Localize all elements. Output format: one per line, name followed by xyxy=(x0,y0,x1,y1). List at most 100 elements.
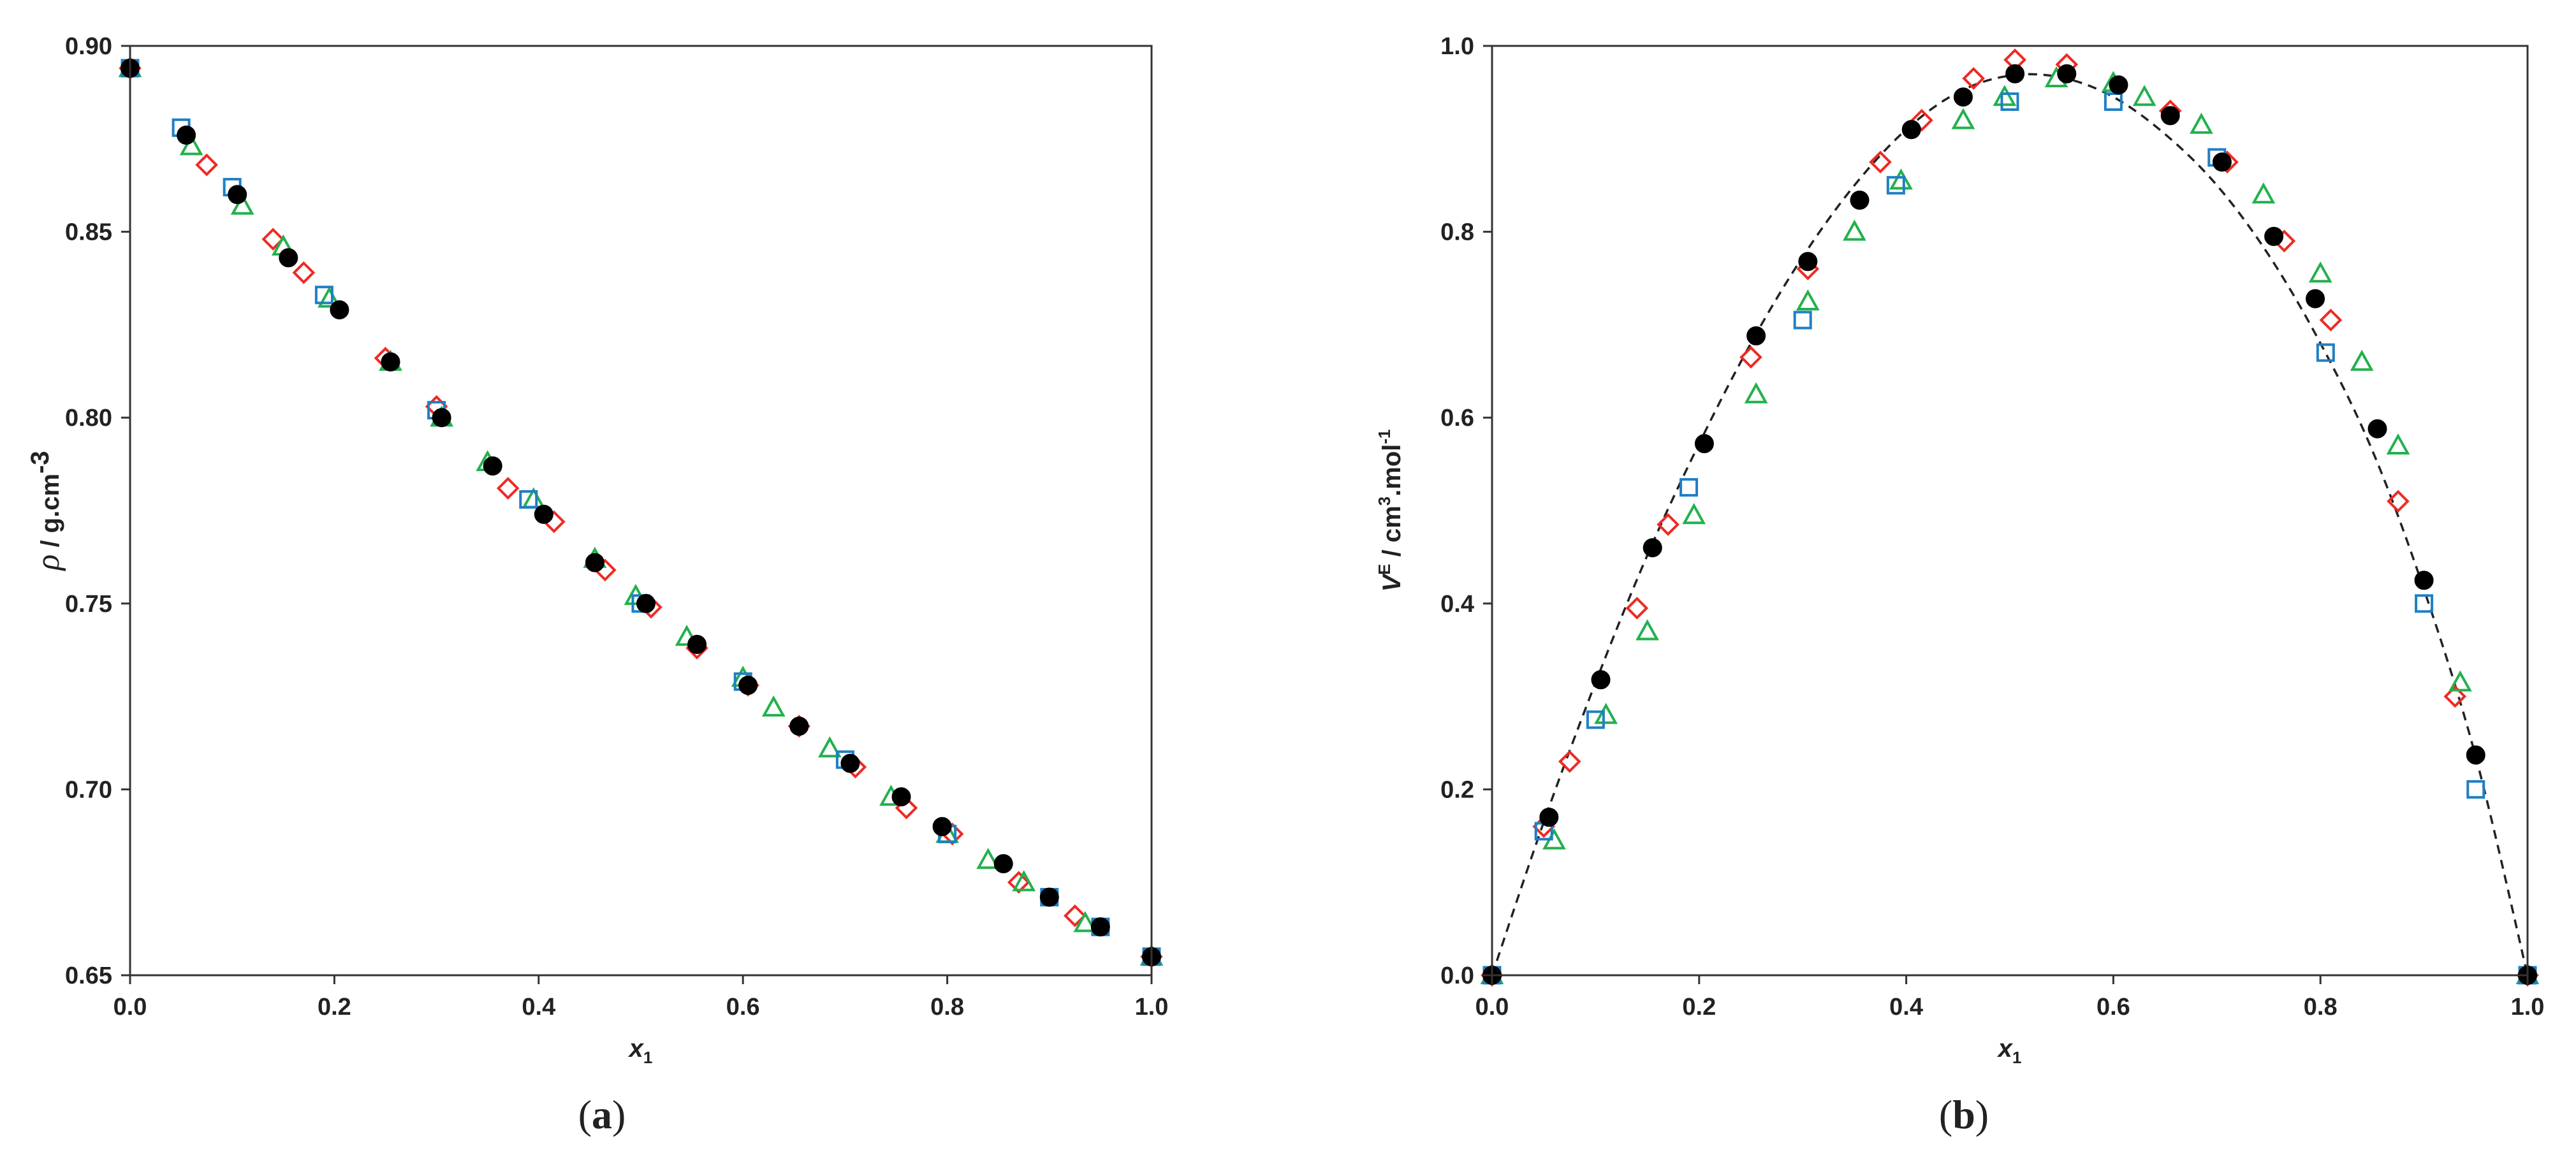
panel-b-square-point-7 xyxy=(2104,92,2123,111)
panel-b-diamond-point-15 xyxy=(2319,309,2343,331)
panel-b-circle-point-19 xyxy=(2466,745,2485,765)
panel-a-diamond-point-16 xyxy=(1007,871,1030,894)
panel-b-circle-point-9 xyxy=(1953,87,1973,107)
panel-b-triangle-point-4 xyxy=(1682,503,1706,525)
panel-a-x-tick-label-1: 0.2 xyxy=(318,994,351,1021)
panel-a-circle-point-18 xyxy=(1039,887,1059,907)
panel-a-circle-point-2 xyxy=(228,185,247,205)
panel-b-triangle-point-18 xyxy=(2386,433,2410,454)
panel-a-diamond-point-17 xyxy=(1064,904,1087,927)
panel-a-y-tick-label-5: 0.90 xyxy=(65,33,112,60)
panel-b-circle-point-12 xyxy=(2109,75,2128,95)
panel-a-triangle-point-1 xyxy=(179,134,203,156)
panel-a-triangle-point-2 xyxy=(230,193,254,215)
panel-a-x-tick-label-0: 0.0 xyxy=(113,994,147,1021)
panel-a-diamond-point-2 xyxy=(261,228,285,251)
panel-b-y-axis-label-sup-neg1: -1 xyxy=(1375,429,1394,444)
panel-b-circle-point-17 xyxy=(2367,419,2387,439)
panel-b-diamond-point-2 xyxy=(1558,750,1581,773)
panel-b-caption-letter: b xyxy=(1952,1092,1975,1137)
panel-b-plot-frame xyxy=(1491,45,2529,977)
panel-b-x-tick-label-1: 0.2 xyxy=(1682,994,1716,1021)
panel-a-circle-point-1 xyxy=(177,125,196,145)
panel-a-ticks: 0.0 0.2 0.4 0.6 0.8 1.0 0.65 0.70 0.75 0.80 0.85 0.… xyxy=(65,33,1168,1021)
panel-b-series-circle xyxy=(1482,64,2537,985)
panel-b-triangle-point-14 xyxy=(2190,112,2213,134)
panel-a: 0.0 0.2 0.4 0.6 0.8 1.0 0.65 0.70 0.75 0.80 0.85 0.… xyxy=(26,33,1168,1137)
panel-b-circle-point-4 xyxy=(1694,434,1714,454)
panel-b-y-tick-label-1: 0.2 xyxy=(1440,776,1474,803)
panel-a-plot-frame xyxy=(129,45,1153,977)
panel-b-square-point-6 xyxy=(2000,92,2019,111)
panel-a-y-tick-label-4: 0.85 xyxy=(65,219,112,246)
panel-b-y-axis-label-unit-a: / cm xyxy=(1378,505,1406,563)
panel-b-y-axis-label-symbol: V xyxy=(1378,573,1406,592)
panel-a-diamond-point-1 xyxy=(195,153,218,177)
panel-b-circle-point-10 xyxy=(2005,64,2025,84)
panel-b-diamond-point-7 xyxy=(1869,150,1892,174)
panel-a-circle-point-14 xyxy=(840,753,860,773)
panel-b-circle-point-11 xyxy=(2057,64,2077,84)
panel-b-fit-curve xyxy=(1491,73,2529,976)
panel-a-x-tick-label-4: 0.8 xyxy=(930,994,964,1021)
panel-a-circle-point-8 xyxy=(534,504,553,524)
panel-a-triangle-point-17 xyxy=(976,848,1000,869)
panel-a-marks xyxy=(118,55,1164,968)
panel-b-circle-point-3 xyxy=(1643,538,1662,558)
panel-a-square-point-3 xyxy=(314,286,333,305)
panel-b-square-point-2 xyxy=(1586,710,1605,729)
panel-b-y-axis-label-sup-3: 3 xyxy=(1375,497,1394,505)
panel-b-triangle-point-10 xyxy=(1993,85,2017,106)
panel-b-square-point-4 xyxy=(1793,310,1812,330)
panel-b-diamond-point-5 xyxy=(1739,345,1762,369)
panel-b-triangle-point-6 xyxy=(1796,289,1820,310)
panel-b-x-tick-label-4: 0.8 xyxy=(2304,994,2338,1021)
panel-b-circle-point-1 xyxy=(1539,808,1559,827)
panel-a-caption-letter: a xyxy=(592,1092,612,1137)
panel-a-y-axis-label-sup: -3 xyxy=(26,451,54,474)
panel-a-caption: (a) xyxy=(578,1092,626,1137)
panel-a-triangle-point-13 xyxy=(761,695,786,717)
panel-a-diamond-point-3 xyxy=(292,261,316,284)
panel-a-circle-point-12 xyxy=(738,676,758,695)
panel-a-triangle-point-14 xyxy=(817,736,842,758)
panel-b-x-tick-label-2: 0.4 xyxy=(1889,994,1923,1021)
panel-a-circle-point-19 xyxy=(1090,917,1110,937)
panel-a-y-tick-label-3: 0.80 xyxy=(65,405,112,432)
panel-a-x-axis-label: x1 xyxy=(628,1035,653,1067)
panel-b-diamond-point-16 xyxy=(2387,490,2410,513)
panel-b-circle-point-18 xyxy=(2414,570,2434,590)
panel-b-y-axis-label-unit-b: .mol xyxy=(1378,444,1406,497)
panel-b-y-axis-label: VE / cm3.mol-1 xyxy=(1375,429,1406,592)
panel-b-y-tick-label-0: 0.0 xyxy=(1440,962,1474,989)
panel-b-x-axis-label: x1 xyxy=(1997,1035,2022,1067)
panel-a-x-tick-label-3: 0.6 xyxy=(726,994,760,1021)
panel-a-triangle-point-18 xyxy=(1012,870,1036,892)
panel-b-diamond-point-4 xyxy=(1657,513,1680,536)
panel-b: 0.0 0.2 0.4 0.6 0.8 1.00.00.20.40.60.81.0 x1 … xyxy=(1375,33,2544,1137)
panel-a-circle-point-6 xyxy=(432,408,451,428)
panel-a-circle-point-3 xyxy=(279,248,298,268)
panel-b-y-tick-label-3: 0.6 xyxy=(1440,405,1474,432)
panel-b-circle-point-16 xyxy=(2306,289,2325,309)
panel-b-square-point-11 xyxy=(2466,780,2485,799)
panel-b-square-point-5 xyxy=(1886,176,1905,195)
panel-a-circle-point-10 xyxy=(636,593,656,613)
panel-b-diamond-point-17 xyxy=(2443,685,2467,708)
panel-b-square-point-9 xyxy=(2316,343,2335,362)
panel-a-circle-point-13 xyxy=(789,716,809,736)
panel-a-square-point-5 xyxy=(519,490,538,509)
panel-a-x-axis-label-main: x xyxy=(628,1035,645,1063)
panel-a-triangle-point-19 xyxy=(1073,911,1097,933)
panel-b-diamond-point-9 xyxy=(1962,67,1985,90)
panel-b-circle-point-15 xyxy=(2264,226,2284,246)
panel-b-y-axis-label-sup-e: E xyxy=(1375,563,1394,574)
panel-b-triangle-point-9 xyxy=(1951,108,1975,129)
panel-a-y-axis-label: ρ / g.cm-3 xyxy=(26,451,66,571)
panel-b-triangle-point-19 xyxy=(2448,670,2472,692)
panel-a-circle-point-11 xyxy=(687,634,707,654)
panel-b-triangle-point-2 xyxy=(1594,702,1618,724)
panel-b-x-axis-label-sub: 1 xyxy=(2012,1048,2021,1067)
panel-b-circle-point-8 xyxy=(1901,120,1921,140)
panel-a-triangle-point-4 xyxy=(317,286,341,308)
